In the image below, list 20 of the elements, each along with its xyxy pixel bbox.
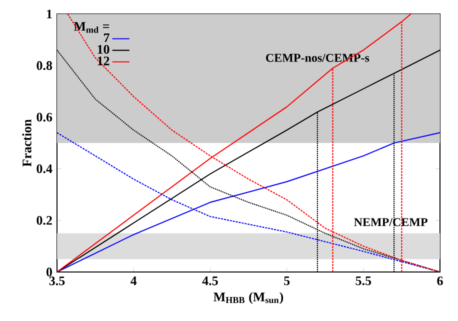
- line-series: [57, 132, 440, 272]
- x-tick-label: 3.5: [49, 276, 65, 286]
- legend-label: 10: [98, 44, 110, 54]
- y-tick-label: 0.8: [36, 61, 52, 70]
- x-tick-label: 4: [130, 276, 137, 286]
- x-tick-label: 5.5: [356, 276, 372, 286]
- x-axis-title: M$_{HBB}$ (M$_{sun}$): [214, 292, 284, 304]
- x-tick-label: 4.5: [202, 276, 218, 286]
- legend-label: 12: [98, 56, 110, 66]
- legend-label: 7: [104, 34, 110, 42]
- x-tick-label: 6: [437, 276, 443, 286]
- y-tick-label: 0.4: [36, 164, 52, 174]
- y-tick-label: 1: [47, 10, 52, 18]
- y-tick-label: 0: [46, 268, 52, 276]
- band-label: NEMP/CEMP: [354, 218, 428, 226]
- y-axis-title: Fraction: [22, 119, 32, 167]
- legend-title: M$_{md}$ =: [74, 22, 110, 33]
- y-tick-label: 0.2: [36, 216, 52, 225]
- y-tick-label: 0.6: [36, 112, 52, 122]
- x-tick-label: 5: [284, 276, 290, 286]
